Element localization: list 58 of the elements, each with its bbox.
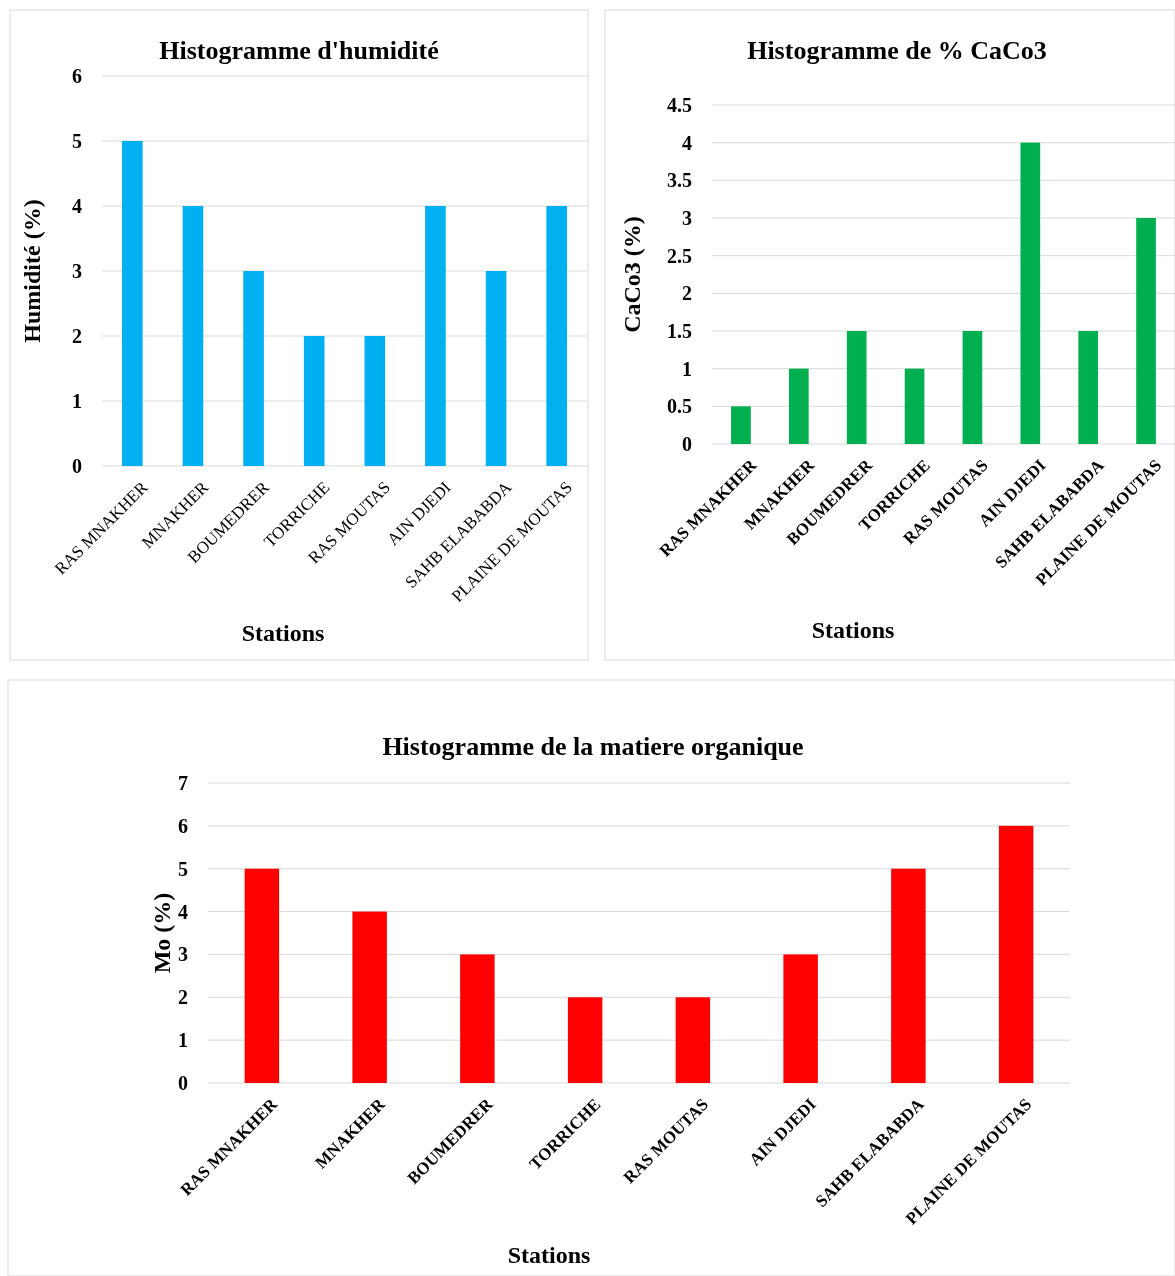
bar (731, 406, 751, 444)
bar (364, 336, 386, 466)
bar (1078, 331, 1099, 444)
bar (243, 271, 264, 466)
y-tick-label: 2 (178, 986, 188, 1009)
y-tick-label: 0.5 (667, 395, 692, 418)
y-tick-label: 6 (178, 814, 188, 837)
y-tick-label: 0 (178, 1072, 188, 1094)
y-tick-label: 2 (72, 325, 82, 347)
bar (244, 868, 280, 1083)
y-tick-label: 2 (682, 282, 692, 305)
y-tick-label: 5 (72, 130, 82, 152)
y-tick-label: 4 (682, 131, 692, 154)
y-tick-label: 0 (682, 433, 692, 455)
bar (182, 206, 204, 466)
chart-title: Histogramme de % CaCo3 (747, 36, 1047, 66)
x-axis-title: Stations (507, 1242, 591, 1269)
bar (303, 336, 325, 466)
bar (998, 825, 1034, 1083)
y-axis-title: Humidité (%) (19, 199, 46, 343)
bar (460, 954, 495, 1083)
bar (352, 911, 387, 1083)
chart-title: Histogramme de la matiere organique (382, 732, 804, 762)
chart-title: Histogramme d'humidité (159, 36, 439, 66)
y-tick-label: 1.5 (667, 320, 692, 342)
bar (1020, 142, 1041, 444)
y-tick-label: 0 (72, 455, 82, 477)
bar (962, 331, 983, 444)
y-tick-label: 4 (72, 195, 82, 217)
y-tick-label: 1 (178, 1029, 188, 1052)
bar (904, 368, 925, 444)
y-tick-label: 3.5 (667, 169, 692, 192)
bar (846, 331, 867, 444)
bar (891, 868, 926, 1083)
bar (1136, 218, 1156, 444)
bar (783, 954, 818, 1083)
y-tick-label: 5 (178, 857, 188, 880)
y-tick-label: 3 (178, 943, 188, 966)
bar (425, 206, 446, 466)
y-tick-label: 7 (178, 772, 188, 794)
y-tick-label: 3 (682, 207, 692, 229)
y-tick-label: 4 (178, 900, 188, 923)
y-tick-label: 3 (72, 260, 82, 282)
y-axis-title: Mo (%) (149, 892, 176, 974)
bar (485, 271, 507, 466)
bar (675, 997, 711, 1083)
bar (122, 141, 143, 466)
bar (546, 206, 567, 466)
y-axis-title: CaCo3 (%) (619, 216, 646, 333)
y-tick-label: 6 (72, 65, 82, 87)
y-tick-label: 2.5 (667, 244, 692, 267)
x-axis-title: Stations (811, 617, 895, 644)
x-axis-title: Stations (241, 620, 325, 647)
y-tick-label: 1 (682, 357, 692, 380)
y-tick-label: 4.5 (667, 94, 692, 116)
bar (788, 368, 809, 444)
bar (567, 997, 603, 1083)
y-tick-label: 1 (72, 390, 82, 412)
